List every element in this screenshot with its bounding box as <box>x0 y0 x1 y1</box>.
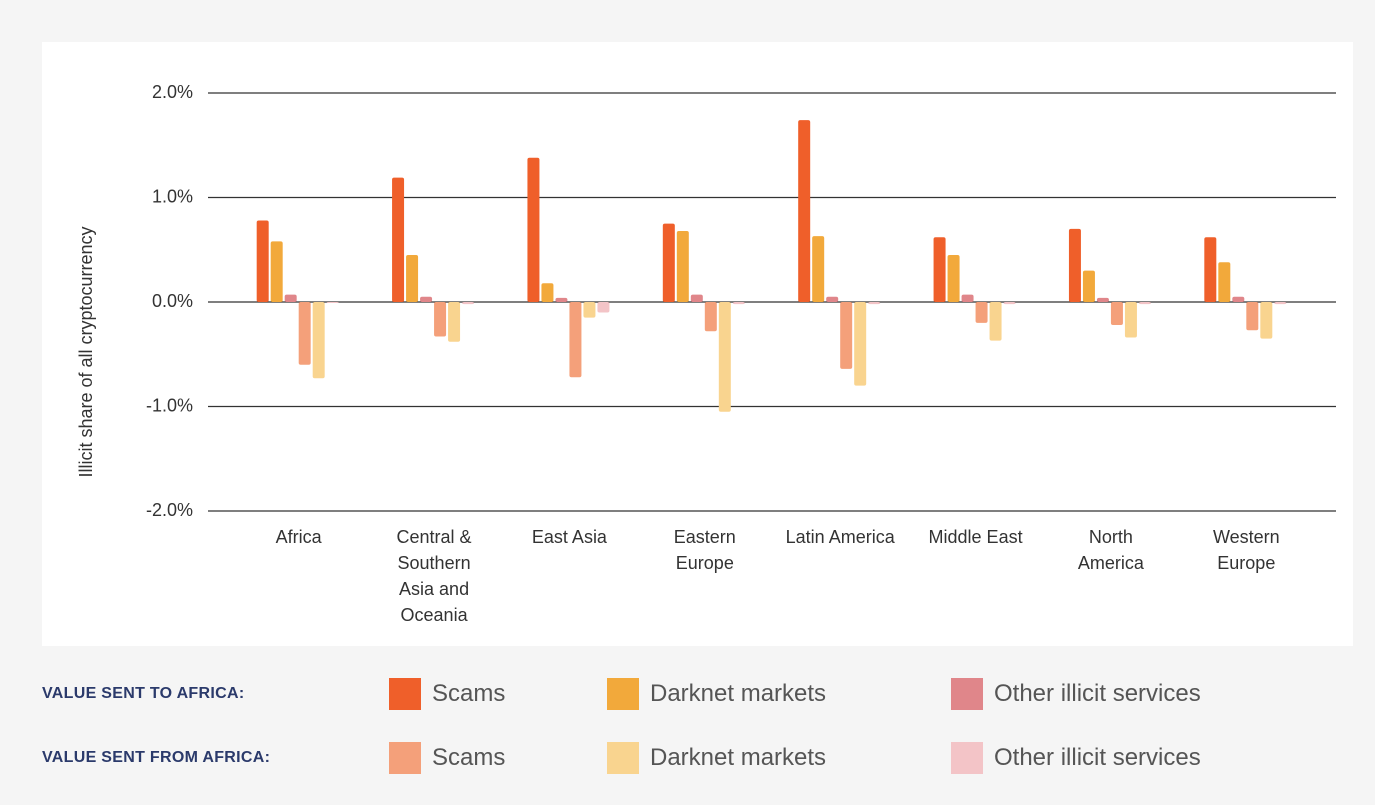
bar <box>1068 228 1081 302</box>
bar <box>868 302 881 305</box>
bar <box>704 302 717 332</box>
legend-group-label: VALUE SENT TO AFRICA: <box>42 685 245 702</box>
bar <box>1218 262 1231 302</box>
x-tick-label: Africa <box>275 527 322 547</box>
legend-label: Other illicit services <box>994 680 1201 707</box>
bar <box>326 302 339 304</box>
legend-label: Darknet markets <box>650 744 827 771</box>
legend-swatch <box>389 742 421 774</box>
bar <box>298 302 311 365</box>
bar <box>1096 297 1109 302</box>
x-tick-label: Central & Southern Asia and Oceania <box>396 527 472 625</box>
legend-swatch <box>607 742 639 774</box>
bar <box>933 237 946 302</box>
y-tick-label: -2.0% <box>146 500 193 520</box>
x-tick-label: Middle East <box>928 527 1023 547</box>
bar <box>527 157 540 302</box>
bar <box>690 294 703 302</box>
chart-panel <box>42 42 1353 646</box>
bar <box>1003 302 1016 305</box>
bar <box>1274 302 1287 305</box>
legend-label: Scams <box>432 744 506 771</box>
legend-swatch <box>951 678 983 710</box>
bar <box>840 302 853 369</box>
y-tick-label: 2.0% <box>152 82 193 102</box>
bar <box>1246 302 1259 331</box>
x-tick-label: North America <box>1077 527 1144 573</box>
bar <box>462 302 475 305</box>
y-tick-label: 0.0% <box>152 291 193 311</box>
bar <box>947 254 960 302</box>
legend-swatch <box>389 678 421 710</box>
bar <box>434 302 447 337</box>
bar <box>718 302 731 412</box>
bar <box>420 296 433 302</box>
bar <box>583 302 596 318</box>
legend-label: Scams <box>432 680 506 707</box>
bar <box>1082 270 1095 302</box>
bar <box>662 223 675 302</box>
bar <box>312 302 325 379</box>
legend-label: Other illicit services <box>994 744 1201 771</box>
bar <box>392 177 405 302</box>
bar <box>798 120 811 302</box>
y-tick-label: 1.0% <box>152 186 193 206</box>
bar <box>1232 296 1245 302</box>
bar <box>676 230 689 302</box>
bar <box>256 220 269 302</box>
bar <box>270 241 283 302</box>
bar <box>541 283 554 302</box>
bar <box>812 236 825 302</box>
bar <box>975 302 988 323</box>
bar <box>406 254 419 302</box>
bar <box>1204 237 1217 302</box>
bar <box>1260 302 1273 339</box>
bar <box>284 294 297 302</box>
bar <box>1124 302 1137 338</box>
bar <box>854 302 867 386</box>
bar <box>961 294 974 302</box>
legend-group-label: VALUE SENT FROM AFRICA: <box>42 749 271 766</box>
legend-label: Darknet markets <box>650 680 827 707</box>
x-tick-label: Western Europe <box>1212 527 1280 573</box>
y-tick-label: -1.0% <box>146 395 193 415</box>
bar <box>555 297 568 302</box>
legend-swatch <box>951 742 983 774</box>
x-tick-label: East Asia <box>531 527 607 547</box>
bar <box>1110 302 1123 325</box>
bar <box>989 302 1002 341</box>
bar <box>448 302 461 342</box>
bar <box>1138 302 1151 305</box>
x-tick-label: Latin America <box>785 527 895 547</box>
legend-swatch <box>607 678 639 710</box>
bar <box>597 302 610 313</box>
bar <box>826 296 839 302</box>
bar <box>569 302 582 378</box>
x-tick-label: Eastern Europe <box>673 527 736 573</box>
y-axis-title: Illicit share of all cryptocurrency <box>76 226 96 477</box>
bar <box>732 302 745 305</box>
